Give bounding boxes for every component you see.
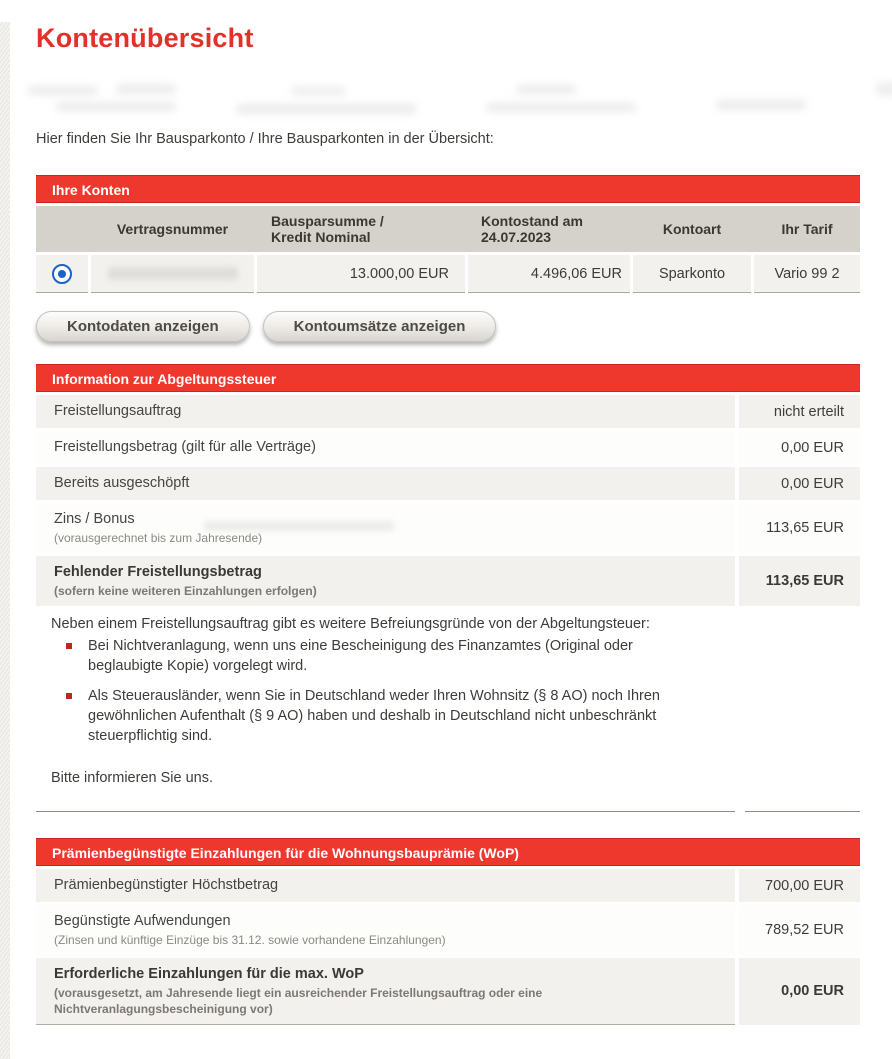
info-row-zins-bonus: Zins / Bonus (vorausgerechnet bis zum Ja… [36, 503, 860, 553]
redacted-text-blob [291, 87, 346, 95]
row-label: Bereits ausgeschöpft [54, 475, 190, 491]
row-value: 0,00 EUR [739, 958, 860, 1025]
list-item: Bei Nichtveranlagung, wenn uns eine Besc… [36, 636, 738, 676]
redacted-customer-greeting [28, 82, 892, 118]
redacted-text-blob [486, 103, 636, 112]
row-value: 113,65 EUR [739, 503, 860, 553]
intro-text: Hier finden Sie Ihr Bausparkonto / Ihre … [36, 131, 494, 147]
row-sublabel: (vorausgesetzt, am Jahresende liegt ein … [54, 986, 543, 1016]
wop-row-beguenstigte-aufwendungen: Begünstigte Aufwendungen (Zinsen und kün… [36, 905, 860, 955]
redacted-account-number [107, 267, 238, 280]
account-actions: Kontodaten anzeigen Kontoumsätze anzeige… [36, 311, 860, 342]
section-header-ihre-konten: Ihre Konten [36, 175, 860, 203]
account-table-row: 13.000,00 EUR 4.496,06 EUR Sparkonto Var… [36, 255, 860, 293]
row-label: Begünstigte Aufwendungen [54, 913, 231, 929]
row-value: nicht erteilt [739, 395, 860, 428]
redacted-text-blob [236, 104, 416, 114]
column-header-kontostand: Kontostand am 24.07.2023 [481, 213, 583, 245]
row-value: 113,65 EUR [739, 556, 860, 606]
section-header-abgeltungssteuer: Information zur Abgeltungssteuer [36, 364, 860, 392]
redacted-text-blob [204, 521, 394, 531]
radio-dot [58, 269, 66, 278]
column-header-tarif: Ihr Tarif [781, 221, 833, 237]
column-header-vertragsnummer: Vertragsnummer [116, 221, 229, 237]
row-value: 789,52 EUR [739, 905, 860, 955]
row-label: Freistellungsauftrag [54, 403, 182, 419]
column-header-bausparsumme: Bausparsumme / Kredit Nominal [271, 213, 384, 245]
row-sublabel: (sofern keine weiteren Einzahlungen erfo… [54, 584, 317, 598]
redacted-text-blob [28, 86, 98, 95]
info-row-fehlender-freistellungsbetrag: Fehlender Freistellungsbetrag (sofern ke… [36, 556, 860, 606]
row-label: Erforderliche Einzahlungen für die max. … [54, 966, 364, 982]
row-value: 0,00 EUR [739, 467, 860, 500]
redacted-text-blob [116, 84, 176, 94]
row-value: 700,00 EUR [739, 869, 860, 902]
column-header-kontoart: Kontoart [662, 221, 722, 237]
row-label: Freistellungsbetrag (gilt für alle Vertr… [54, 439, 316, 455]
section-divider [36, 811, 860, 812]
cell-kontoart: Sparkonto [633, 255, 751, 293]
accounts-table-header: Vertragsnummer Bausparsumme / Kredit Nom… [36, 206, 860, 252]
info-row-freistellungsauftrag: Freistellungsauftrag nicht erteilt [36, 395, 860, 428]
kontodaten-anzeigen-button[interactable]: Kontodaten anzeigen [36, 311, 250, 342]
inform-us-note: Bitte informieren Sie uns. [51, 770, 213, 786]
row-sublabel: (vorausgerechnet bis zum Jahresende) [54, 531, 263, 545]
row-label: Zins / Bonus [54, 510, 725, 531]
cell-bausparsumme: 13.000,00 EUR [257, 255, 465, 293]
wop-row-erforderliche-einzahlungen: Erforderliche Einzahlungen für die max. … [36, 958, 860, 1025]
row-value: 0,00 EUR [739, 431, 860, 464]
redacted-text-blob [716, 100, 806, 110]
abgeltungssteuer-note: Neben einem Freistellungsauftrag gibt es… [51, 616, 650, 632]
account-radio-selected[interactable] [52, 263, 72, 284]
wop-row-hoechstbetrag: Prämienbegünstigter Höchstbetrag 700,00 … [36, 869, 860, 902]
exemption-reasons-list: Bei Nichtveranlagung, wenn uns eine Besc… [36, 636, 860, 746]
radio-column-header [36, 206, 88, 252]
redacted-text-blob [876, 82, 892, 96]
section-header-wop: Prämienbegünstigte Einzahlungen für die … [36, 838, 860, 866]
row-label: Fehlender Freistellungsbetrag [54, 564, 262, 580]
cell-kontostand: 4.496,06 EUR [468, 255, 630, 293]
cell-tarif: Vario 99 2 [754, 255, 860, 293]
info-row-bereits-ausgeschoepft: Bereits ausgeschöpft 0,00 EUR [36, 467, 860, 500]
row-label: Prämienbegünstigter Höchstbetrag [54, 877, 279, 893]
page-edge-texture [0, 22, 10, 1059]
page-title: Kontenübersicht [36, 23, 254, 53]
row-sublabel: (Zinsen und künftige Einzüge bis 31.12. … [54, 933, 446, 947]
list-item: Als Steuerausländer, wenn Sie in Deutsch… [36, 686, 738, 746]
redacted-text-blob [516, 85, 576, 94]
kontoumsaetze-anzeigen-button[interactable]: Kontoumsätze anzeigen [262, 311, 497, 342]
redacted-text-blob [56, 102, 176, 111]
info-row-freistellungsbetrag: Freistellungsbetrag (gilt für alle Vertr… [36, 431, 860, 464]
